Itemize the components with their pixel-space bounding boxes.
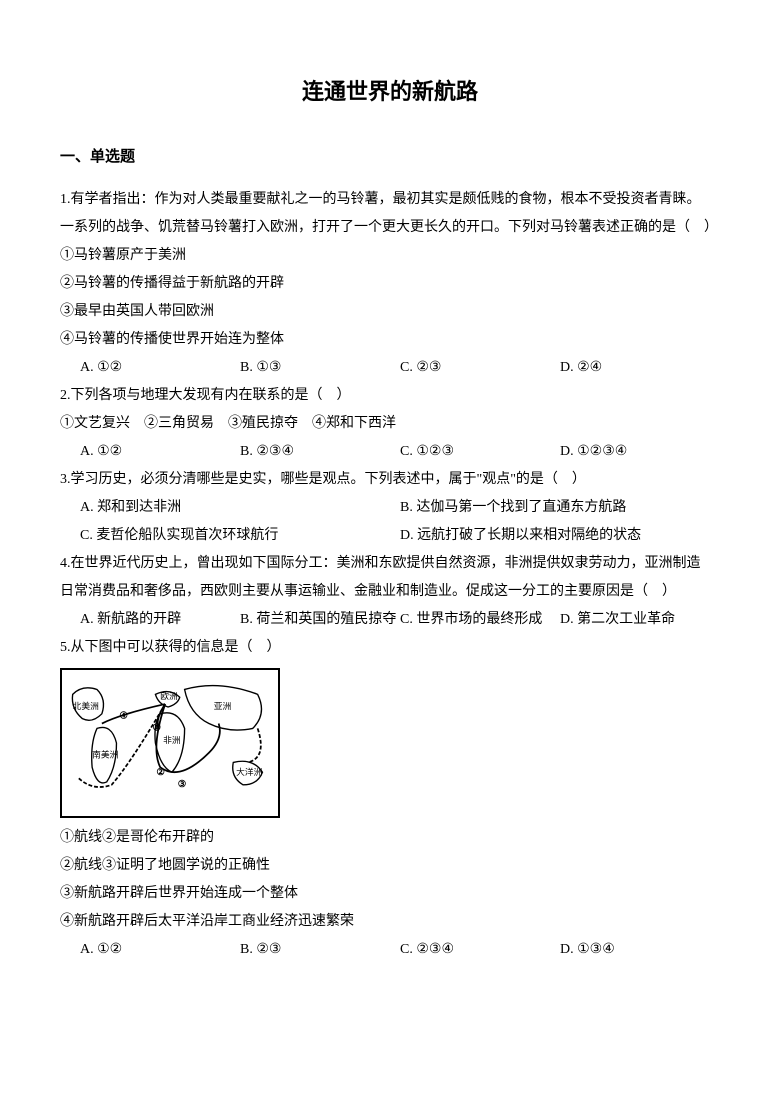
q1-statement-1: ①马铃薯原产于美洲 (60, 242, 720, 270)
q4-option-b: B. 荷兰和英国的殖民掠夺 (240, 606, 400, 634)
q1-option-c: C. ②③ (400, 354, 560, 382)
q2-option-c: C. ①②③ (400, 438, 560, 466)
q3-option-b: B. 达伽马第一个找到了直通东方航路 (400, 494, 720, 522)
q5-statement-1: ①航线②是哥伦布开辟的 (60, 824, 720, 852)
q4-options: A. 新航路的开辟 B. 荷兰和英国的殖民掠夺 C. 世界市场的最终形成 D. … (60, 606, 720, 634)
map-route-4: ④ (119, 711, 128, 722)
q1-options: A. ①② B. ①③ C. ②③ D. ②④ (60, 354, 720, 382)
q4-option-c: C. 世界市场的最终形成 (400, 606, 560, 634)
q5-map-figure: 北美洲 南美洲 欧洲 非洲 亚洲 大洋洲 ① ② ③ ④ (60, 668, 280, 818)
map-route-1: ① (152, 722, 161, 733)
q4-stem-line1: 4.在世界近代历史上，曾出现如下国际分工：美洲和东欧提供自然资源，非洲提供奴隶劳… (60, 550, 720, 578)
q2-option-b: B. ②③④ (240, 438, 400, 466)
q4-option-d: D. 第二次工业革命 (560, 606, 720, 634)
map-route-3: ③ (178, 779, 187, 790)
q1-statement-4: ④马铃薯的传播使世界开始连为整体 (60, 326, 720, 354)
q5-stem: 5.从下图中可以获得的信息是（ ） (60, 634, 720, 662)
q1-stem-line1: 1.有学者指出：作为对人类最重要献礼之一的马铃薯，最初其实是颇低贱的食物，根本不… (60, 186, 720, 214)
q3-option-a: A. 郑和到达非洲 (80, 494, 400, 522)
map-label-africa: 非洲 (163, 734, 181, 745)
q5-options: A. ①② B. ②③ C. ②③④ D. ①③④ (60, 936, 720, 964)
q5-statement-2: ②航线③证明了地圆学说的正确性 (60, 852, 720, 880)
map-route-2: ② (156, 767, 165, 778)
q5-statement-4: ④新航路开辟后太平洋沿岸工商业经济迅速繁荣 (60, 908, 720, 936)
q3-option-d: D. 远航打破了长期以来相对隔绝的状态 (400, 522, 720, 550)
q2-option-a: A. ①② (80, 438, 240, 466)
q2-options: A. ①② B. ②③④ C. ①②③ D. ①②③④ (60, 438, 720, 466)
q1-option-a: A. ①② (80, 354, 240, 382)
q1-option-b: B. ①③ (240, 354, 400, 382)
q5-option-b: B. ②③ (240, 936, 400, 964)
map-label-asia: 亚洲 (214, 701, 231, 711)
q3-stem: 3.学习历史，必须分清哪些是史实，哪些是观点。下列表述中，属于"观点"的是（ ） (60, 466, 720, 494)
q5-option-d: D. ①③④ (560, 936, 720, 964)
q3-option-c: C. 麦哲伦船队实现首次环球航行 (80, 522, 400, 550)
q3-options-row2: C. 麦哲伦船队实现首次环球航行 D. 远航打破了长期以来相对隔绝的状态 (60, 522, 720, 550)
q1-statement-2: ②马铃薯的传播得益于新航路的开辟 (60, 270, 720, 298)
q1-stem-line2: 一系列的战争、饥荒替马铃薯打入欧洲，打开了一个更大更长久的开口。下列对马铃薯表述… (60, 214, 720, 242)
q5-option-c: C. ②③④ (400, 936, 560, 964)
q2-stem: 2.下列各项与地理大发现有内在联系的是（ ） (60, 382, 720, 410)
q4-stem-line2: 日常消费品和奢侈品，西欧则主要从事运输业、金融业和制造业。促成这一分工的主要原因… (60, 578, 720, 606)
section-heading: 一、单选题 (60, 142, 720, 172)
q2-statements: ①文艺复兴 ②三角贸易 ③殖民掠夺 ④郑和下西洋 (60, 410, 720, 438)
q3-options-row1: A. 郑和到达非洲 B. 达伽马第一个找到了直通东方航路 (60, 494, 720, 522)
map-label-samerica: 南美洲 (92, 749, 118, 760)
map-label-europe: 欧洲 (160, 690, 178, 701)
map-label-oceania: 大洋洲 (236, 766, 262, 777)
page-title: 连通世界的新航路 (60, 70, 720, 114)
q1-statement-3: ③最早由英国人带回欧洲 (60, 298, 720, 326)
q5-option-a: A. ①② (80, 936, 240, 964)
map-label-namerica: 北美洲 (73, 700, 99, 711)
world-map-icon: 北美洲 南美洲 欧洲 非洲 亚洲 大洋洲 ① ② ③ ④ (62, 670, 278, 816)
q5-statement-3: ③新航路开辟后世界开始连成一个整体 (60, 880, 720, 908)
q1-option-d: D. ②④ (560, 354, 720, 382)
q4-option-a: A. 新航路的开辟 (80, 606, 240, 634)
q2-option-d: D. ①②③④ (560, 438, 720, 466)
